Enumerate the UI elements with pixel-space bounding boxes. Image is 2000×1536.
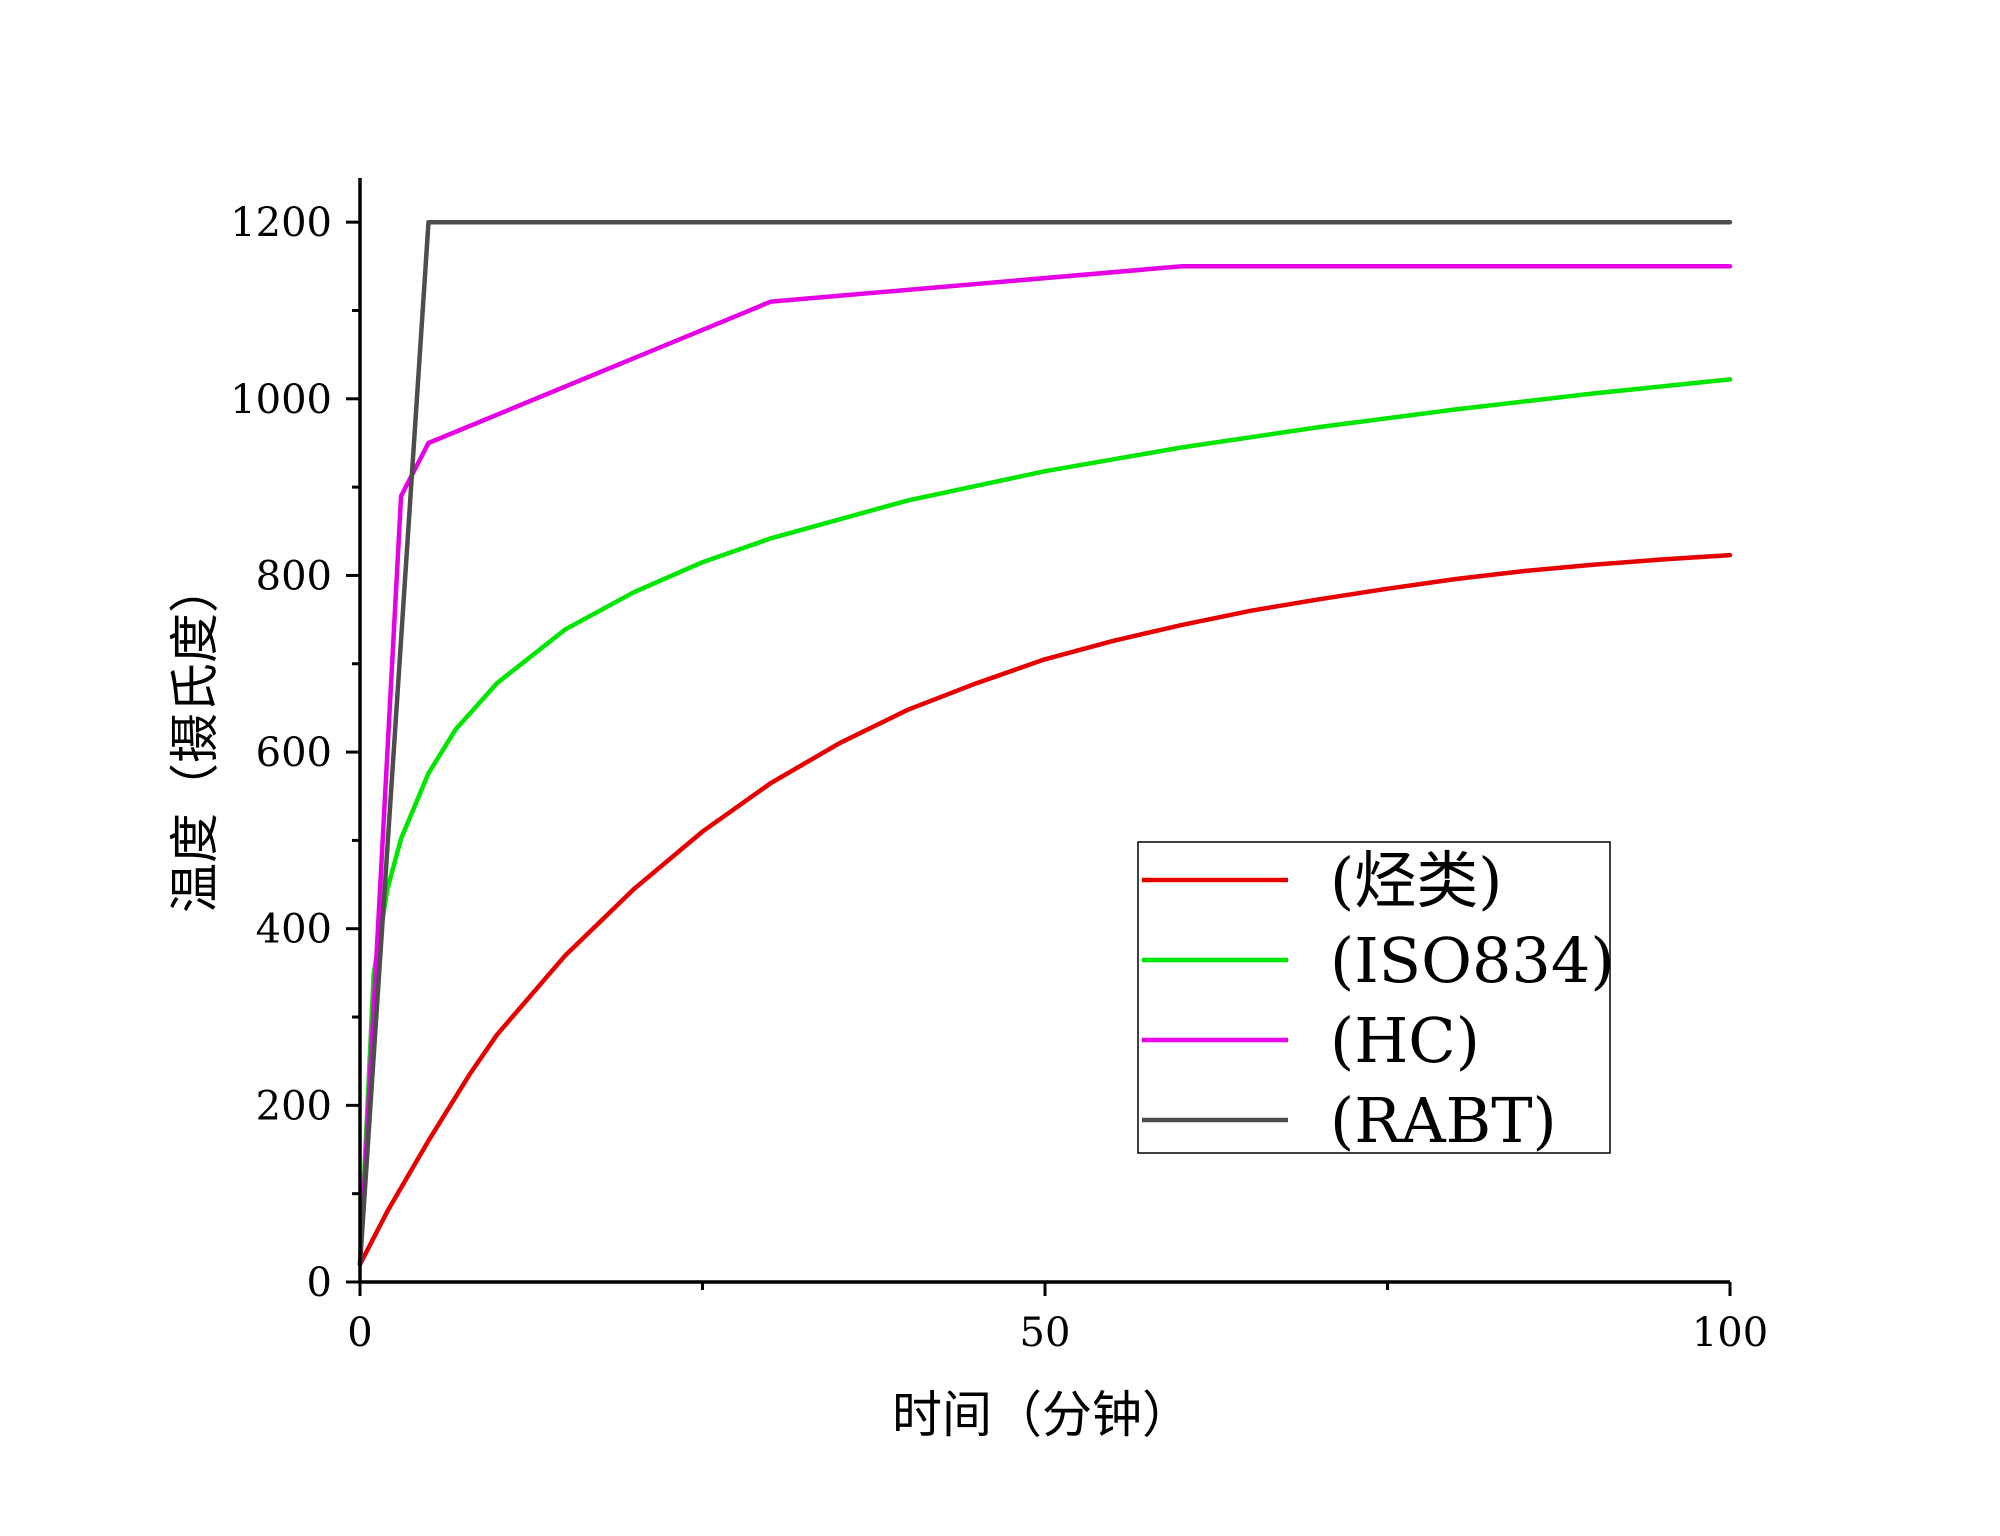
legend: (烃类)(ISO834)(HC)(RABT) xyxy=(1137,841,1615,1157)
series-line-2 xyxy=(357,264,1733,1267)
y-axis-title: 温度（摄氏度） xyxy=(166,563,224,913)
series-line-0 xyxy=(357,552,1733,1267)
x-tick-label-0: 0 xyxy=(347,1310,372,1356)
y-tick-label-4: 800 xyxy=(256,553,332,599)
x-tick-label-2: 100 xyxy=(1692,1310,1768,1356)
legend-label-1: (ISO834) xyxy=(1330,924,1615,997)
x-axis-title: 时间（分钟） xyxy=(892,1386,1192,1444)
y-tick-label-3: 600 xyxy=(256,730,332,776)
series-line-3 xyxy=(357,219,1733,1267)
y-tick-label-5: 1000 xyxy=(230,377,332,423)
legend-label-3: (RABT) xyxy=(1330,1084,1557,1157)
y-tick-label-6: 1200 xyxy=(230,200,332,246)
y-tick-label-0: 0 xyxy=(307,1260,332,1306)
x-tick-label-1: 50 xyxy=(1020,1310,1071,1356)
y-tick-label-2: 400 xyxy=(256,907,332,953)
legend-frame xyxy=(1137,841,1611,1154)
series-layer xyxy=(357,219,1733,1267)
legend-label-2: (HC) xyxy=(1330,1004,1480,1077)
series-line-1 xyxy=(357,377,1733,1267)
legend-label-0: (烃类) xyxy=(1330,844,1502,917)
legend-items: (烃类)(ISO834)(HC)(RABT) xyxy=(1142,844,1615,1157)
y-tick-label-1: 200 xyxy=(256,1083,332,1129)
